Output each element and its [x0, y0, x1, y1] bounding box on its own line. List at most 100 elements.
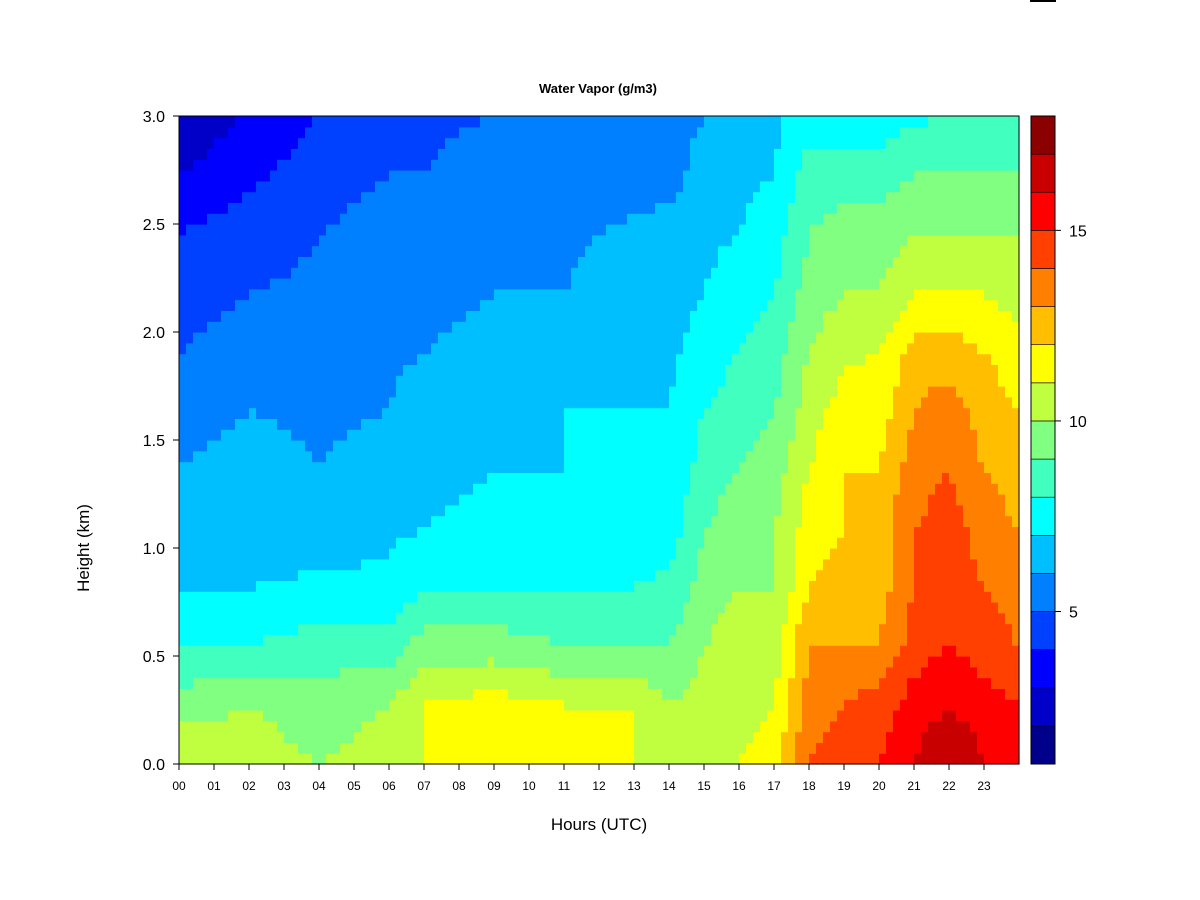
heatmap-cell: [396, 396, 404, 409]
heatmap-cell: [354, 170, 362, 182]
heatmap-cell: [669, 396, 677, 409]
heatmap-cell: [354, 612, 362, 625]
heatmap-cell: [599, 116, 607, 128]
heatmap-cell: [368, 504, 376, 517]
heatmap-cell: [347, 623, 355, 635]
heatmap-cell: [641, 656, 649, 668]
heatmap-cell: [361, 116, 369, 128]
heatmap-cell: [515, 612, 523, 625]
heatmap-cell: [389, 180, 397, 193]
heatmap-cell: [725, 407, 733, 419]
heatmap-cell: [599, 256, 607, 268]
heatmap-cell: [305, 515, 313, 527]
heatmap-cell: [522, 299, 530, 311]
heatmap-cell: [389, 126, 397, 139]
heatmap-cell: [291, 645, 299, 657]
heatmap-cell: [585, 753, 593, 765]
heatmap-cell: [368, 126, 376, 139]
heatmap-cell: [662, 537, 670, 549]
heatmap-cell: [445, 666, 453, 679]
heatmap-cell: [291, 396, 299, 409]
heatmap-cell: [368, 688, 376, 700]
heatmap-cell: [326, 288, 334, 301]
heatmap-cell: [403, 299, 411, 311]
heatmap-cell: [270, 180, 278, 193]
heatmap-cell: [711, 299, 719, 311]
heatmap-cell: [613, 526, 621, 538]
heatmap-cell: [354, 742, 362, 754]
heatmap-cell: [431, 267, 439, 279]
heatmap-cell: [396, 191, 404, 203]
heatmap-cell: [466, 137, 474, 149]
heatmap-cell: [760, 645, 768, 657]
heatmap-cell: [494, 418, 502, 430]
heatmap-cell: [256, 450, 264, 463]
heatmap-cell: [508, 688, 516, 700]
heatmap-cell: [207, 245, 215, 257]
heatmap-cell: [662, 602, 670, 614]
heatmap-cell: [648, 213, 656, 225]
heatmap-cell: [585, 656, 593, 668]
heatmap-cell: [676, 558, 684, 571]
heatmap-cell: [473, 310, 481, 322]
heatmap-cell: [368, 526, 376, 538]
heatmap-cell: [753, 202, 761, 214]
heatmap-cell: [207, 602, 215, 614]
heatmap-cell: [676, 321, 684, 333]
heatmap-cell: [536, 494, 544, 506]
heatmap-cell: [368, 731, 376, 743]
heatmap-cell: [697, 342, 705, 355]
heatmap-cell: [277, 148, 285, 160]
heatmap-cell: [445, 548, 453, 560]
heatmap-cell: [333, 159, 341, 171]
heatmap-cell: [256, 472, 264, 484]
heatmap-cell: [333, 580, 341, 592]
heatmap-cell: [739, 634, 747, 646]
heatmap-cell: [389, 386, 397, 398]
heatmap-cell: [487, 234, 495, 247]
heatmap-cell: [417, 558, 425, 571]
heatmap-cell: [193, 386, 201, 398]
heatmap-cell: [291, 375, 299, 387]
heatmap-cell: [200, 299, 208, 311]
heatmap-cell: [347, 602, 355, 614]
heatmap-cell: [347, 710, 355, 722]
heatmap-cell: [361, 180, 369, 193]
heatmap-cell: [375, 396, 383, 409]
heatmap-cell: [207, 440, 215, 452]
heatmap-cell: [466, 170, 474, 182]
heatmap-cell: [179, 526, 187, 538]
heatmap-cell: [753, 429, 761, 441]
heatmap-cell: [704, 342, 712, 355]
heatmap-cell: [599, 418, 607, 430]
heatmap-cell: [417, 461, 425, 473]
heatmap-cell: [305, 332, 313, 344]
heatmap-cell: [284, 537, 292, 549]
heatmap-cell: [347, 688, 355, 700]
heatmap-cell: [228, 267, 236, 279]
heatmap-cell: [298, 396, 306, 409]
heatmap-cell: [571, 504, 579, 517]
heatmap-cell: [487, 450, 495, 463]
heatmap-cell: [221, 418, 229, 430]
heatmap-cell: [725, 440, 733, 452]
heatmap-cell: [459, 126, 467, 139]
heatmap-cell: [466, 515, 474, 527]
heatmap-cell: [557, 126, 565, 139]
heatmap-cell: [347, 126, 355, 139]
heatmap-cell: [256, 418, 264, 430]
heatmap-cell: [620, 159, 628, 171]
heatmap-cell: [746, 569, 754, 581]
heatmap-cell: [725, 418, 733, 430]
heatmap-cell: [452, 688, 460, 700]
heatmap-cell: [627, 666, 635, 679]
heatmap-cell: [606, 159, 614, 171]
heatmap-cell: [515, 558, 523, 571]
heatmap-cell: [459, 440, 467, 452]
heatmap-cell: [648, 731, 656, 743]
heatmap-cell: [417, 580, 425, 592]
heatmap-cell: [417, 731, 425, 743]
heatmap-cell: [396, 224, 404, 236]
heatmap-cell: [690, 710, 698, 722]
heatmap-cell: [662, 656, 670, 668]
